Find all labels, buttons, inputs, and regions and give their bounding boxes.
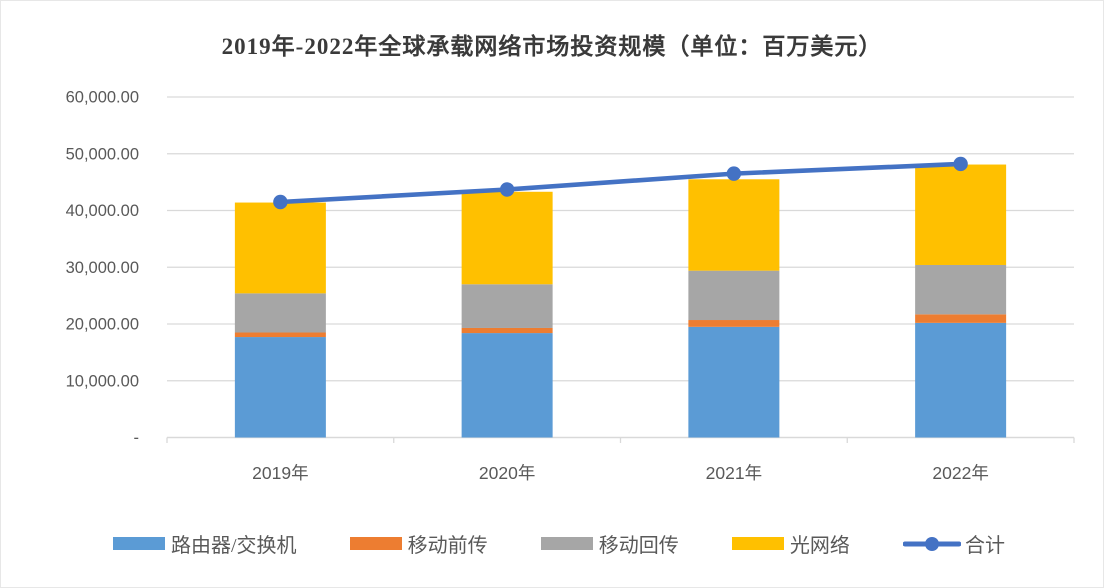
legend-swatch-icon — [731, 537, 784, 550]
bar-segment-mobile-backhaul — [234, 293, 326, 333]
x-category-label: 2020年 — [479, 463, 535, 483]
y-tick-label: 60,000.00 — [66, 89, 139, 107]
bar-segment-optical-network — [461, 191, 553, 285]
y-tick-label: 40,000.00 — [66, 202, 139, 220]
legend-swatch-icon — [113, 537, 165, 550]
legend-label: 路由器/交换机 — [171, 535, 297, 557]
y-tick-label: 10,000.00 — [66, 372, 139, 390]
total-data-point-marker — [273, 194, 288, 210]
legend-label: 合计 — [965, 535, 1005, 557]
bar-segment-mobile-backhaul — [688, 270, 780, 321]
bar-segment-routers-switches — [688, 326, 780, 438]
total-line — [278, 161, 963, 205]
bar-segment-routers-switches — [461, 333, 553, 438]
y-tick-label: 50,000.00 — [66, 145, 139, 163]
bar-segment-mobile-backhaul — [915, 264, 1007, 315]
bar-segment-optical-network — [915, 164, 1007, 265]
legend: 路由器/交换机 移动前传 移动回传 光网络 合计 — [113, 529, 1005, 558]
legend-line-marker-icon — [903, 536, 961, 551]
chart-title: 2019年-2022年全球承载网络市场投资规模（单位：百万美元） — [221, 34, 883, 59]
bar-segment-routers-switches — [234, 337, 326, 438]
legend-swatch-icon — [349, 537, 402, 550]
legend-swatch-icon — [540, 537, 593, 550]
total-data-point-marker — [499, 182, 515, 197]
legend-label: 光网络 — [789, 535, 850, 557]
bar-segment-mobile-backhaul — [461, 284, 553, 328]
legend-item-routers-switches: 路由器/交换机 — [113, 529, 297, 558]
y-tick-label: 20,000.00 — [66, 316, 139, 334]
x-category-label: 2022年 — [932, 463, 988, 483]
legend-item-mobile-fronthaul: 移动前传 — [349, 529, 488, 558]
y-tick-label: - — [134, 429, 140, 447]
bar-segment-mobile-fronthaul — [915, 314, 1007, 323]
legend-item-optical-network: 光网络 — [731, 529, 850, 558]
bar-segment-mobile-fronthaul — [234, 332, 326, 338]
legend-item-total: 合计 — [903, 529, 1005, 558]
bar-segment-routers-switches — [915, 322, 1007, 438]
bar-segment-optical-network — [234, 202, 326, 294]
legend-label: 移动回传 — [598, 535, 679, 557]
x-category-label: 2019年 — [252, 463, 308, 483]
x-category-label: 2021年 — [706, 463, 762, 483]
y-tick-label: 30,000.00 — [66, 259, 139, 277]
total-data-point-marker — [953, 156, 968, 172]
bar-segment-mobile-fronthaul — [688, 320, 780, 327]
legend-item-mobile-backhaul: 移动回传 — [540, 529, 679, 558]
legend-label: 移动前传 — [407, 535, 488, 557]
bar-segment-optical-network — [688, 179, 780, 271]
bar-segment-mobile-fronthaul — [461, 327, 553, 334]
total-data-point-marker — [726, 166, 742, 181]
